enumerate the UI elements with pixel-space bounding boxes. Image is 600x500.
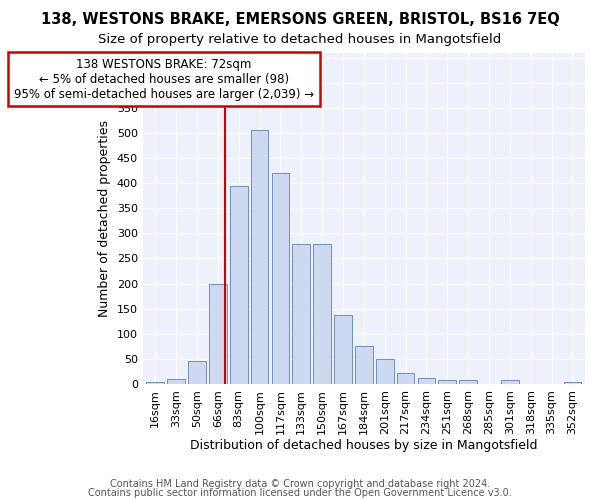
Bar bbox=[313, 244, 331, 384]
Text: Contains public sector information licensed under the Open Government Licence v3: Contains public sector information licen… bbox=[88, 488, 512, 498]
Bar bbox=[167, 379, 185, 384]
Y-axis label: Number of detached properties: Number of detached properties bbox=[98, 120, 111, 317]
Bar bbox=[563, 382, 581, 384]
Bar bbox=[397, 373, 415, 384]
Bar bbox=[272, 173, 289, 384]
Bar bbox=[418, 378, 436, 384]
Bar bbox=[188, 362, 206, 384]
Text: 138, WESTONS BRAKE, EMERSONS GREEN, BRISTOL, BS16 7EQ: 138, WESTONS BRAKE, EMERSONS GREEN, BRIS… bbox=[41, 12, 559, 28]
Text: 138 WESTONS BRAKE: 72sqm
← 5% of detached houses are smaller (98)
95% of semi-de: 138 WESTONS BRAKE: 72sqm ← 5% of detache… bbox=[14, 58, 314, 100]
Text: Contains HM Land Registry data © Crown copyright and database right 2024.: Contains HM Land Registry data © Crown c… bbox=[110, 479, 490, 489]
Bar bbox=[334, 316, 352, 384]
Bar bbox=[355, 346, 373, 384]
X-axis label: Distribution of detached houses by size in Mangotsfield: Distribution of detached houses by size … bbox=[190, 440, 538, 452]
Bar bbox=[251, 130, 268, 384]
Bar bbox=[292, 244, 310, 384]
Bar bbox=[501, 380, 519, 384]
Bar bbox=[439, 380, 456, 384]
Text: Size of property relative to detached houses in Mangotsfield: Size of property relative to detached ho… bbox=[98, 32, 502, 46]
Bar bbox=[209, 284, 227, 384]
Bar bbox=[459, 380, 477, 384]
Bar bbox=[376, 359, 394, 384]
Bar bbox=[146, 382, 164, 384]
Bar bbox=[230, 186, 248, 384]
